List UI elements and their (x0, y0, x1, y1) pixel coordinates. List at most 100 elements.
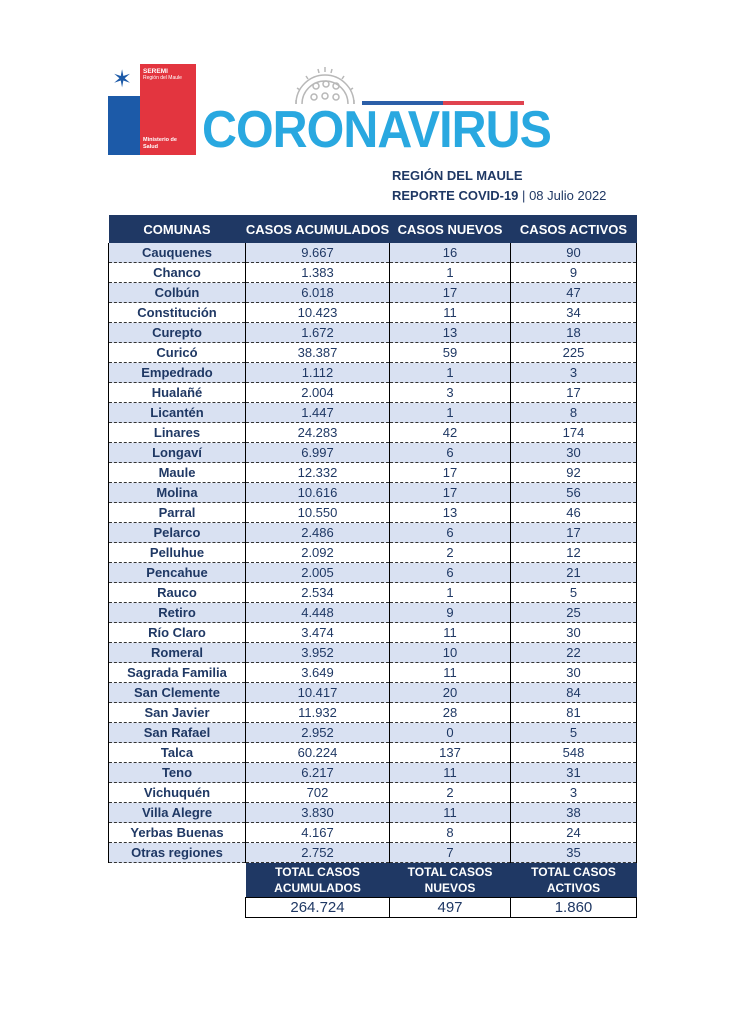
comuna-cell: San Rafael (108, 722, 246, 743)
acumulados-cell: 10.616 (245, 482, 390, 503)
nuevos-cell: 10 (389, 642, 511, 663)
comuna-cell: Constitución (108, 302, 246, 323)
activos-cell: 56 (510, 482, 637, 503)
comuna-cell: Longaví (108, 442, 246, 463)
col-comunas: COMUNAS (108, 215, 246, 243)
nuevos-cell: 11 (389, 302, 511, 323)
activos-cell: 24 (510, 822, 637, 843)
comuna-cell: San Javier (108, 702, 246, 723)
col-activos: CASOS ACTIVOS (510, 215, 637, 243)
acumulados-cell: 2.534 (245, 582, 390, 603)
nuevos-cell: 1 (389, 362, 511, 383)
nuevos-cell: 2 (389, 782, 511, 803)
nuevos-cell: 1 (389, 402, 511, 423)
acumulados-cell: 10.550 (245, 502, 390, 523)
nuevos-cell: 8 (389, 822, 511, 843)
totals-table: TOTAL CASOS ACUMULADOS TOTAL CASOS NUEVOS … (245, 863, 637, 918)
table-row: Hualañé 2.004 3 17 (108, 382, 637, 403)
comuna-cell: Retiro (108, 602, 246, 623)
comuna-cell: Hualañé (108, 382, 246, 403)
acumulados-cell: 10.423 (245, 302, 390, 323)
table-header: COMUNAS CASOS ACUMULADOS CASOS NUEVOS CA… (108, 215, 637, 243)
activos-cell: 84 (510, 682, 637, 703)
comuna-cell: Villa Alegre (108, 802, 246, 823)
table-row: Talca 60.224 137 548 (108, 742, 637, 763)
seremi-logo: ✶ SEREMI Región del Maule Ministerio de … (108, 64, 196, 155)
nuevos-cell: 137 (389, 742, 511, 763)
comuna-cell: Rauco (108, 582, 246, 603)
nuevos-cell: 6 (389, 522, 511, 543)
nuevos-cell: 59 (389, 342, 511, 363)
acumulados-cell: 4.167 (245, 822, 390, 843)
comuna-cell: Río Claro (108, 622, 246, 643)
comuna-cell: Pencahue (108, 562, 246, 583)
table-row: Cauquenes 9.667 16 90 (108, 243, 637, 263)
comuna-cell: Pelarco (108, 522, 246, 543)
activos-cell: 35 (510, 842, 637, 863)
activos-cell: 548 (510, 742, 637, 763)
table-row: Chanco 1.383 1 9 (108, 262, 637, 283)
activos-cell: 38 (510, 802, 637, 823)
logo-org: SEREMI (143, 68, 168, 75)
report-date: 08 Julio 2022 (529, 188, 607, 203)
total-nuevos-value: 497 (389, 897, 511, 918)
table-row: San Clemente 10.417 20 84 (108, 682, 637, 703)
activos-cell: 90 (510, 243, 637, 263)
acumulados-cell: 9.667 (245, 243, 390, 263)
acumulados-cell: 702 (245, 782, 390, 803)
activos-cell: 92 (510, 462, 637, 483)
coat-of-arms-icon: ✶ (112, 66, 133, 93)
col-acumulados: CASOS ACUMULADOS (245, 215, 390, 243)
nuevos-cell: 11 (389, 802, 511, 823)
acumulados-cell: 4.448 (245, 602, 390, 623)
acumulados-cell: 6.997 (245, 442, 390, 463)
nuevos-cell: 13 (389, 322, 511, 343)
total-activos-label: TOTAL CASOS ACTIVOS (510, 863, 637, 898)
table-row: Longaví 6.997 6 30 (108, 442, 637, 463)
comuna-cell: Colbún (108, 282, 246, 303)
acumulados-cell: 3.830 (245, 802, 390, 823)
table-row: Pelarco 2.486 6 17 (108, 522, 637, 543)
acumulados-cell: 24.283 (245, 422, 390, 443)
activos-cell: 47 (510, 282, 637, 303)
acumulados-cell: 10.417 (245, 682, 390, 703)
acumulados-cell: 2.004 (245, 382, 390, 403)
activos-cell: 31 (510, 762, 637, 783)
nuevos-cell: 0 (389, 722, 511, 743)
activos-cell: 3 (510, 782, 637, 803)
table-row: Retiro 4.448 9 25 (108, 602, 637, 623)
table-row: Maule 12.332 17 92 (108, 462, 637, 483)
nuevos-cell: 1 (389, 582, 511, 603)
table-row: Sagrada Familia 3.649 11 30 (108, 662, 637, 683)
activos-cell: 25 (510, 602, 637, 623)
table-row: Colbún 6.018 17 47 (108, 282, 637, 303)
total-acumulados-value: 264.724 (245, 897, 390, 918)
activos-cell: 17 (510, 522, 637, 543)
nuevos-cell: 2 (389, 542, 511, 563)
activos-cell: 21 (510, 562, 637, 583)
nuevos-cell: 6 (389, 442, 511, 463)
flag-bar (362, 101, 524, 105)
table-row: Constitución 10.423 11 34 (108, 302, 637, 323)
comuna-cell: Yerbas Buenas (108, 822, 246, 843)
activos-cell: 18 (510, 322, 637, 343)
comuna-cell: Empedrado (108, 362, 246, 383)
comuna-cell: Talca (108, 742, 246, 763)
total-activos-value: 1.860 (510, 897, 637, 918)
table-row: Pelluhue 2.092 2 12 (108, 542, 637, 563)
activos-cell: 12 (510, 542, 637, 563)
comuna-cell: Romeral (108, 642, 246, 663)
acumulados-cell: 2.752 (245, 842, 390, 863)
acumulados-cell: 1.112 (245, 362, 390, 383)
comuna-cell: San Clemente (108, 682, 246, 703)
activos-cell: 30 (510, 622, 637, 643)
acumulados-cell: 38.387 (245, 342, 390, 363)
comuna-cell: Curicó (108, 342, 246, 363)
total-nuevos-label: TOTAL CASOS NUEVOS (389, 863, 511, 898)
comuna-cell: Curepto (108, 322, 246, 343)
activos-cell: 3 (510, 362, 637, 383)
comuna-cell: Otras regiones (108, 842, 246, 863)
acumulados-cell: 1.383 (245, 262, 390, 283)
nuevos-cell: 17 (389, 462, 511, 483)
comuna-cell: Teno (108, 762, 246, 783)
